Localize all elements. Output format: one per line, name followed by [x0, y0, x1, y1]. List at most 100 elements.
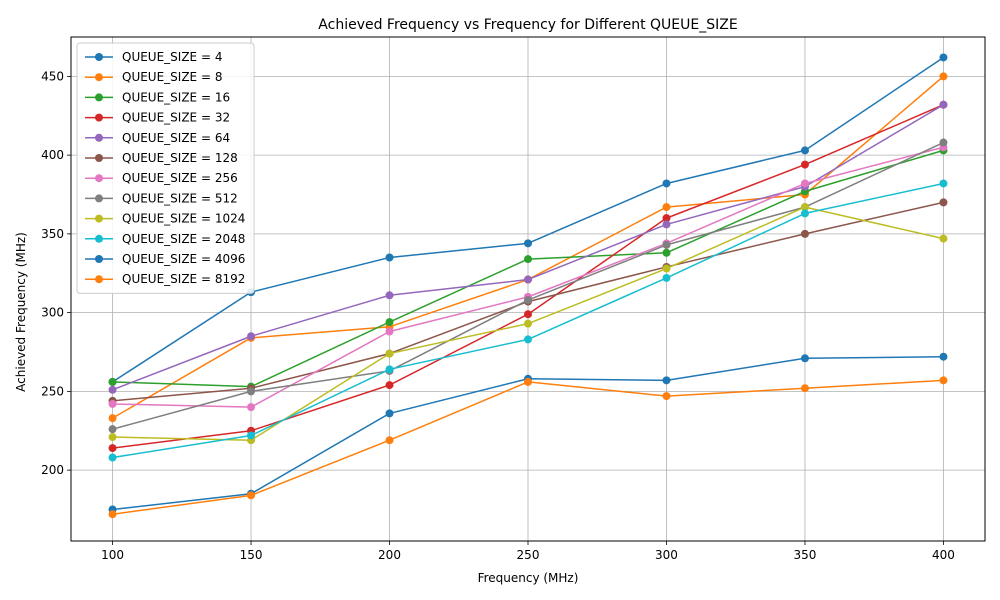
data-point — [247, 387, 256, 396]
data-point — [108, 377, 117, 386]
data-point — [385, 349, 394, 358]
data-point — [247, 332, 256, 341]
data-point — [662, 376, 671, 385]
data-point — [385, 409, 394, 418]
x-tick-label: 250 — [517, 548, 540, 562]
x-tick-label: 200 — [378, 548, 401, 562]
legend-label: QUEUE_SIZE = 4096 — [122, 252, 245, 266]
legend-box — [76, 42, 255, 294]
data-point — [385, 381, 394, 390]
legend-marker — [95, 234, 103, 243]
data-point — [108, 399, 117, 408]
data-point — [939, 198, 948, 207]
legend-marker — [95, 53, 103, 61]
data-point — [524, 310, 532, 319]
data-point — [385, 291, 394, 300]
legend-marker — [95, 275, 103, 284]
data-point — [524, 377, 532, 386]
legend-item: QUEUE_SIZE = 2048 — [85, 232, 245, 246]
data-point — [939, 352, 948, 361]
data-point — [939, 138, 948, 147]
data-point — [939, 234, 948, 243]
data-point — [247, 491, 256, 500]
data-point — [800, 179, 809, 188]
data-point — [800, 160, 809, 169]
legend-label: QUEUE_SIZE = 32 — [122, 111, 230, 125]
data-point — [524, 319, 532, 328]
legend-item: QUEUE_SIZE = 4096 — [85, 252, 245, 266]
legend-label: QUEUE_SIZE = 512 — [122, 191, 238, 205]
data-point — [662, 240, 671, 249]
y-tick-label: 400 — [41, 148, 64, 162]
x-axis-ticks: 100 150 200 250 300 350 400 — [101, 541, 955, 562]
legend-item: QUEUE_SIZE = 32 — [85, 111, 230, 125]
legend-label: QUEUE_SIZE = 4 — [122, 50, 222, 64]
legend-item: QUEUE_SIZE = 8192 — [85, 272, 245, 286]
legend-marker — [95, 194, 103, 203]
legend-item: QUEUE_SIZE = 8 — [85, 70, 222, 84]
y-tick-label: 250 — [41, 384, 64, 398]
series-12 — [108, 376, 948, 519]
legend: QUEUE_SIZE = 4 QUEUE_SIZE = 8 QUEUE_SIZE =… — [76, 42, 255, 294]
data-point — [939, 179, 948, 188]
legend-marker — [95, 93, 103, 102]
y-tick-label: 350 — [41, 227, 64, 241]
series-lines — [108, 53, 948, 519]
data-point — [108, 414, 117, 423]
data-point — [939, 72, 948, 81]
legend-item: QUEUE_SIZE = 64 — [85, 131, 230, 145]
legend-marker — [95, 255, 103, 263]
legend-marker — [95, 154, 103, 162]
data-point — [800, 229, 809, 238]
legend-marker — [95, 174, 103, 183]
data-point — [108, 444, 117, 453]
legend-item: QUEUE_SIZE = 256 — [85, 171, 238, 185]
data-point — [385, 365, 394, 374]
legend-marker — [95, 133, 103, 142]
legend-item: QUEUE_SIZE = 16 — [85, 90, 230, 104]
legend-label: QUEUE_SIZE = 128 — [122, 151, 238, 165]
data-point — [108, 425, 117, 434]
data-point — [662, 220, 671, 229]
data-point — [662, 214, 671, 223]
x-tick-label: 350 — [794, 548, 817, 562]
x-tick-label: 400 — [932, 548, 955, 562]
data-point — [662, 392, 671, 401]
data-point — [800, 354, 809, 363]
data-point — [524, 296, 532, 305]
y-axis-label: Achieved Frequency (MHz) — [14, 232, 28, 392]
x-tick-label: 100 — [101, 548, 124, 562]
data-point — [662, 273, 671, 282]
data-point — [800, 209, 809, 218]
legend-item: QUEUE_SIZE = 128 — [85, 151, 238, 165]
data-point — [800, 384, 809, 393]
series-10 — [108, 179, 948, 462]
series-4 — [108, 100, 948, 453]
legend-label: QUEUE_SIZE = 16 — [122, 90, 230, 104]
legend-marker — [95, 73, 103, 82]
data-point — [939, 100, 948, 109]
data-point — [524, 239, 532, 248]
legend-label: QUEUE_SIZE = 256 — [122, 171, 238, 185]
data-point — [800, 203, 809, 212]
data-point — [385, 318, 394, 327]
y-axis-ticks: 200 250 300 350 400 450 — [41, 69, 71, 477]
legend-label: QUEUE_SIZE = 8192 — [122, 272, 245, 286]
data-point — [939, 53, 948, 62]
legend-item: QUEUE_SIZE = 4 — [85, 50, 222, 64]
x-tick-label: 300 — [655, 548, 678, 562]
y-tick-label: 300 — [41, 306, 64, 320]
legend-marker — [95, 113, 103, 122]
data-point — [108, 510, 117, 519]
legend-marker — [95, 214, 103, 223]
legend-label: QUEUE_SIZE = 1024 — [122, 212, 245, 226]
data-point — [800, 146, 809, 155]
data-point — [108, 433, 117, 442]
data-point — [524, 255, 532, 264]
data-point — [108, 385, 117, 394]
data-point — [108, 453, 117, 462]
chart-title: Achieved Frequency vs Frequency for Diff… — [318, 17, 737, 33]
x-axis-label: Frequency (MHz) — [478, 571, 579, 585]
data-point — [662, 264, 671, 273]
